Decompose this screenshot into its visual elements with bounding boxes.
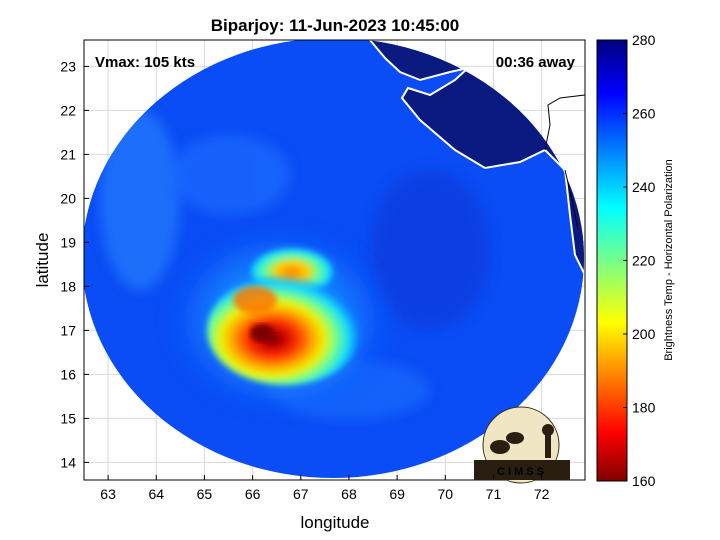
x-tick-label: 64 <box>148 486 164 502</box>
y-tick-label: 14 <box>60 454 76 470</box>
cloud-streak <box>170 135 290 215</box>
x-tick-label: 70 <box>438 486 454 502</box>
y-tick-label: 17 <box>60 322 76 338</box>
x-tick-label: 68 <box>341 486 357 502</box>
y-tick-label: 21 <box>60 146 76 162</box>
colorbar-tick-label: 260 <box>632 106 656 122</box>
y-axis-ticks: 14 15 16 17 18 19 20 21 22 23 <box>60 58 89 470</box>
x-axis-ticks: 63 64 65 66 67 68 69 70 71 72 <box>100 475 550 502</box>
colorbar-label: Brightness Temp - Horizontal Polarizatio… <box>663 159 675 361</box>
y-axis-label: latitude <box>33 233 52 288</box>
colorbar-tick-label: 280 <box>632 32 656 48</box>
coastline-land <box>544 94 585 231</box>
plot-border <box>83 39 586 481</box>
cimss-logo: CIMSS <box>474 406 570 484</box>
colorbar-tick-label: 200 <box>632 326 656 342</box>
colorbar-tick-label: 180 <box>632 400 656 416</box>
chart-title: Biparjoy: 11-Jun-2023 10:45:00 <box>211 16 460 35</box>
colorbar-tick-label: 160 <box>632 473 656 489</box>
x-tick-label: 72 <box>534 486 550 502</box>
time-away-annotation: 00:36 away <box>496 54 576 71</box>
y-tick-label: 16 <box>60 366 76 382</box>
x-tick-label: 66 <box>245 486 261 502</box>
colorbar-tick-label: 240 <box>632 179 656 195</box>
vmax-annotation: Vmax: 105 kts <box>95 54 195 71</box>
x-axis-label: longitude <box>300 513 369 532</box>
colorbar-tick-label: 220 <box>632 253 656 269</box>
cimss-logo-text: CIMSS <box>497 466 547 478</box>
y-tick-label: 15 <box>60 410 76 426</box>
spiral-band <box>233 286 277 314</box>
y-tick-label: 23 <box>60 58 76 74</box>
x-tick-label: 67 <box>293 486 309 502</box>
y-tick-label: 22 <box>60 102 76 118</box>
cloud-streak <box>100 110 180 290</box>
eyewall <box>207 275 363 385</box>
cold-core <box>250 324 274 342</box>
y-tick-label: 18 <box>60 278 76 294</box>
colorbar <box>596 39 628 482</box>
cloud-streak <box>370 170 490 330</box>
x-tick-label: 65 <box>197 486 213 502</box>
y-tick-label: 20 <box>60 190 76 206</box>
x-tick-label: 71 <box>486 486 502 502</box>
x-tick-label: 63 <box>100 486 116 502</box>
y-tick-label: 19 <box>60 234 76 250</box>
colorbar-ticks: 160 180 200 220 240 260 280 <box>623 32 656 489</box>
x-tick-label: 69 <box>389 486 405 502</box>
